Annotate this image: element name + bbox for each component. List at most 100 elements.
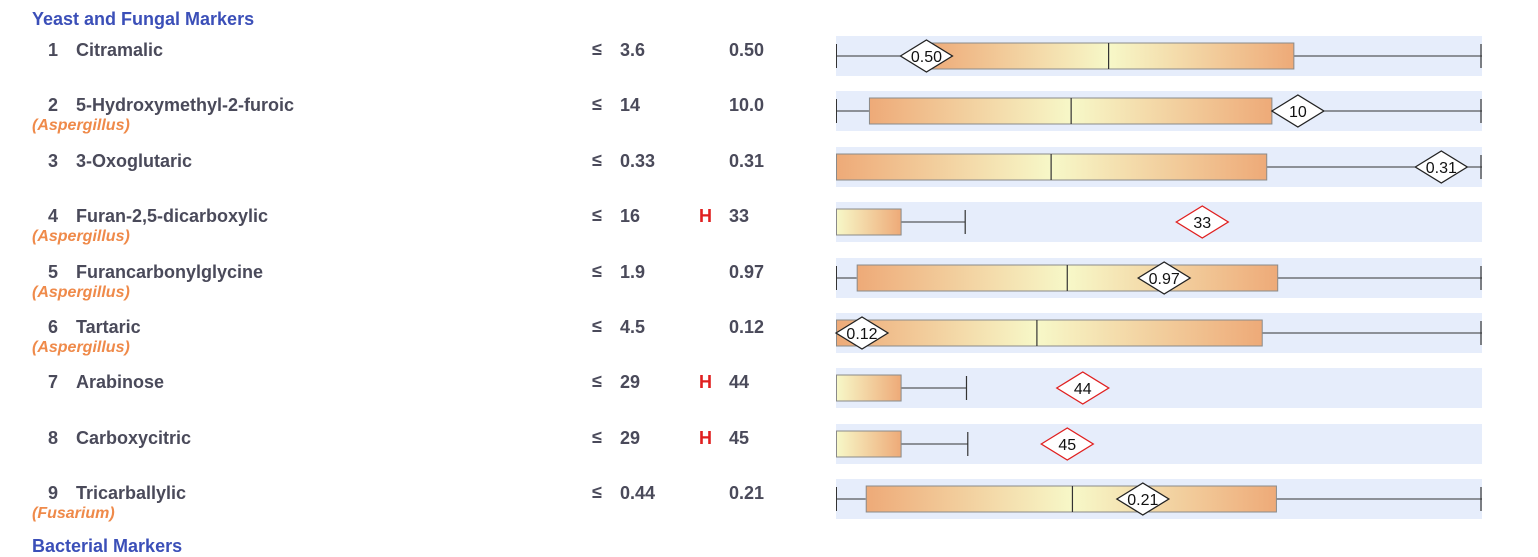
result-marker: 0.31 (1414, 150, 1469, 184)
result-marker-label: 0.12 (846, 326, 877, 343)
marker-name: Furancarbonylglycine (76, 261, 264, 282)
high-flag: H (699, 372, 712, 393)
result-value: 45 (729, 427, 750, 448)
range-box (926, 42, 1295, 70)
marker-number: 9 (48, 483, 59, 504)
range-plot: 0.50 (836, 36, 1482, 76)
result-marker-label: 0.21 (1127, 492, 1158, 509)
result-value: 0.31 (729, 150, 765, 171)
organism-label: (Aspergillus) (32, 283, 130, 301)
result-value: 0.50 (729, 40, 765, 60)
reference-range: 4.5 (620, 317, 646, 337)
marker-name: Carboxycitric (76, 427, 192, 448)
result-value: 44 (729, 372, 750, 393)
marker-number: 1 (48, 40, 59, 60)
reference-range: 0.44 (620, 483, 656, 504)
range-box (836, 319, 1263, 347)
result-diamond (1270, 94, 1326, 129)
marker-number: 4 (48, 206, 59, 227)
result-diamond (1055, 371, 1111, 406)
result-marker: 10 (1270, 94, 1326, 129)
result-marker: 33 (1175, 205, 1230, 239)
organism-label: (Aspergillus) (32, 228, 130, 246)
result-value: 33 (729, 206, 750, 227)
range-plot: 44 (836, 368, 1482, 409)
marker-number: 7 (48, 372, 59, 393)
result-marker-label: 33 (1193, 215, 1211, 232)
reference-range: 14 (620, 95, 641, 116)
result-marker: 44 (1055, 371, 1111, 406)
reference-symbol: ≤ (592, 426, 602, 447)
marker-row: 2 5-Hydroxymethyl-2-furoic (Aspergillus) ≤1… (0, 91, 1538, 146)
result-marker-label: 10 (1289, 104, 1307, 121)
result-diamond (1040, 427, 1095, 461)
result-marker-label: 0.50 (911, 49, 942, 66)
result-marker-label: 44 (1074, 381, 1092, 398)
reference-range: 29 (620, 372, 641, 393)
marker-number: 6 (48, 317, 59, 337)
reference-range: 29 (620, 427, 641, 448)
reference-range: 16 (620, 206, 641, 227)
marker-name: 3-Oxoglutaric (76, 150, 193, 171)
result-value: 0.97 (729, 261, 765, 282)
result-marker-label: 0.31 (1426, 160, 1457, 177)
marker-row: 6 Tartaric (Aspergillus) ≤4.5 0.12 0.12 (0, 313, 1538, 368)
marker-name: Tricarballylic (76, 483, 187, 504)
marker-row: 5 Furancarbonylglycine (Aspergillus) ≤1.9 0.… (0, 257, 1538, 313)
marker-name: Tartaric (76, 317, 141, 337)
reference-symbol: ≤ (592, 205, 602, 226)
result-marker-label: 45 (1058, 437, 1076, 454)
range-box (865, 485, 1277, 513)
result-diamond (834, 316, 890, 350)
marker-row: 4 Furan-2,5-dicarboxylic (Aspergillus) ≤16 H… (0, 202, 1538, 257)
organism-label: (Aspergillus) (32, 117, 130, 135)
result-value: 0.21 (729, 483, 765, 504)
reference-range: 1.9 (620, 261, 646, 282)
marker-row: 3 3-Oxoglutaric ≤0.33 0.31 0.31 (0, 146, 1538, 202)
high-flag: H (699, 427, 712, 448)
result-marker: 0.50 (899, 39, 954, 73)
reference-symbol: ≤ (592, 39, 602, 59)
result-diamond (1115, 482, 1171, 516)
range-box (836, 208, 902, 236)
marker-row: 9 Tricarballylic (Fusarium) ≤0.44 0.21 0.21 (0, 479, 1538, 534)
reference-symbol: ≤ (592, 94, 602, 115)
section-title: Yeast and Fungal Markers (32, 9, 255, 29)
reference-range: 0.33 (620, 150, 656, 171)
result-diamond (1136, 260, 1192, 295)
range-plot: 33 (836, 202, 1482, 243)
result-marker: 45 (1040, 427, 1095, 461)
marker-number: 5 (48, 261, 59, 282)
marker-number: 2 (48, 95, 59, 116)
result-diamond (1414, 150, 1469, 184)
result-value: 10.0 (729, 95, 765, 116)
marker-name: Furan-2,5-dicarboxylic (76, 206, 269, 227)
result-marker: 0.21 (1115, 482, 1171, 516)
reference-symbol: ≤ (592, 316, 602, 336)
reference-range: 3.6 (620, 40, 646, 60)
marker-number: 8 (48, 427, 59, 448)
result-diamond (899, 39, 954, 73)
result-marker-label: 0.97 (1149, 271, 1180, 288)
marker-row: 8 Carboxycitric ≤29 H 45 45 (0, 423, 1538, 479)
marker-row: 7 Arabinose ≤29 H 44 44 (0, 368, 1538, 423)
result-marker: 0.97 (1136, 260, 1192, 295)
high-flag: H (699, 206, 712, 227)
range-box (836, 374, 902, 402)
range-box (836, 430, 902, 458)
result-diamond (1175, 205, 1230, 239)
range-plot: 0.97 (836, 257, 1482, 298)
range-plot: 0.21 (836, 479, 1482, 520)
reference-symbol: ≤ (592, 371, 602, 392)
marker-name: Citramalic (76, 40, 164, 60)
result-marker: 0.12 (834, 316, 890, 350)
result-value: 0.12 (729, 317, 765, 337)
reference-symbol: ≤ (592, 260, 602, 281)
next-section-title: Bacterial Markers (32, 536, 183, 556)
marker-row: 1 Citramalic ≤3.6 0.50 0.50 (0, 36, 1538, 91)
range-plot: 0.31 (836, 146, 1482, 187)
marker-name: Arabinose (76, 372, 165, 393)
range-plot: 45 (836, 423, 1482, 464)
organism-label: (Aspergillus) (32, 339, 130, 356)
range-plot: 10 (836, 91, 1482, 132)
